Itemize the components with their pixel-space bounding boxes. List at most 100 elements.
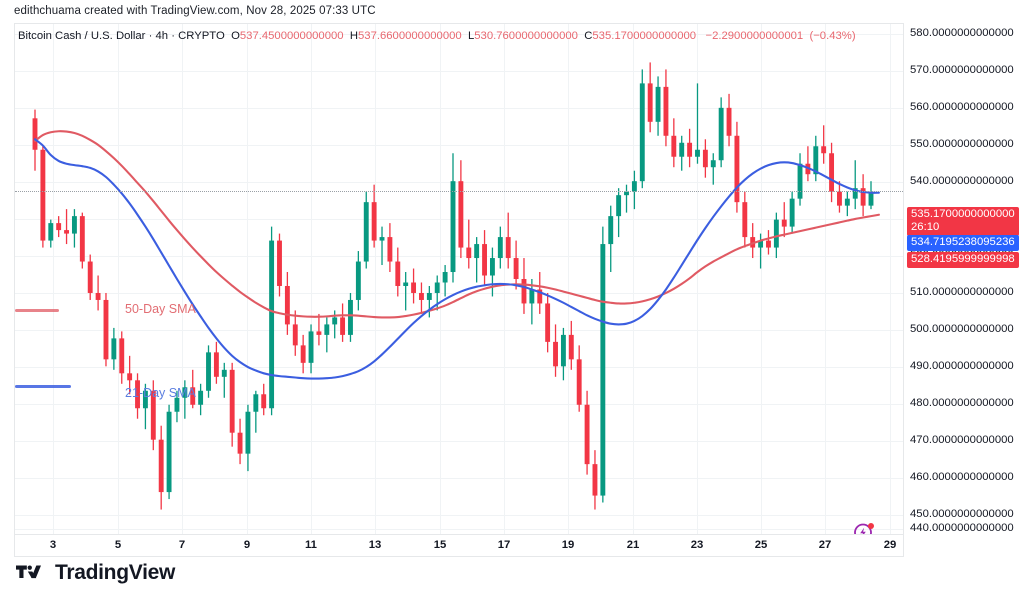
candle-body <box>742 202 748 238</box>
candle-body <box>560 334 566 367</box>
candle-body <box>529 289 535 304</box>
gridline-vertical <box>53 24 54 534</box>
candle-body <box>363 202 369 262</box>
time-axis-tick: 19 <box>561 539 575 551</box>
candle-body <box>316 331 322 335</box>
candle-body <box>292 324 298 346</box>
price-axis-tick: 550.0000000000000 <box>910 138 1014 150</box>
gridline-horizontal <box>15 367 903 368</box>
candle-body <box>695 149 700 157</box>
candle-body <box>158 439 164 493</box>
close-value: 535.1700000000000 <box>592 30 697 42</box>
candle-body <box>568 334 574 360</box>
change-value: −2.2900000000001 <box>705 30 804 42</box>
candle-body <box>379 237 385 241</box>
candle-body <box>395 261 401 286</box>
candle-body <box>821 146 827 154</box>
candle-body <box>166 411 172 493</box>
time-axis-tick: 11 <box>305 539 317 551</box>
price-badge-value: 534.7195238095236 <box>911 236 1015 248</box>
time-axis-tick: 9 <box>243 539 251 551</box>
candle-body <box>269 240 275 409</box>
price-axis-tick: 500.0000000000000 <box>910 323 1014 335</box>
price-axis-tick: 570.0000000000000 <box>910 64 1014 76</box>
price-axis-tick: 440.0000000000000 <box>910 522 1014 534</box>
candle-body <box>860 188 866 206</box>
candle-body <box>482 244 487 276</box>
candle-body <box>631 181 637 192</box>
change-percent: (−0.43%) <box>809 30 856 42</box>
candle-body <box>797 163 803 199</box>
candle-body <box>734 135 740 203</box>
candle-body <box>545 303 551 342</box>
price-axis-tick: 450.0000000000000 <box>910 508 1014 520</box>
candle-body <box>308 331 314 363</box>
candle-body <box>505 237 511 259</box>
sma21-legend-swatch <box>15 385 71 388</box>
candle-body <box>521 279 527 304</box>
candle-body <box>56 223 62 231</box>
candle-body <box>419 292 424 300</box>
legend-separator-1: · <box>145 30 156 42</box>
price-axis-tick: 540.0000000000000 <box>910 175 1014 187</box>
candle-body <box>182 387 188 398</box>
candle-body <box>474 244 480 259</box>
ohlc-legend[interactable]: Bitcoin Cash / U.S. Dollar · 4h · CRYPTO… <box>18 29 856 43</box>
open-label: O <box>231 30 240 42</box>
high-label: H <box>349 30 358 42</box>
gridline-horizontal <box>15 145 903 146</box>
candle-body <box>868 191 874 206</box>
candle-body <box>600 244 606 496</box>
gridline-horizontal <box>15 256 903 257</box>
attribution-text: edithchuama created with TradingView.com… <box>14 5 376 17</box>
candle-body <box>190 387 196 405</box>
chart-panel[interactable]: Bitcoin Cash / U.S. Dollar · 4h · CRYPTO… <box>14 23 904 535</box>
candle-body <box>206 352 211 391</box>
gridline-vertical <box>697 24 698 534</box>
candle-body <box>766 240 771 248</box>
candle-body <box>608 216 614 245</box>
candle-body <box>671 135 677 157</box>
time-scale[interactable]: 3 5 7 9 11 13 15 17 19 21 23 25 27 29 <box>14 535 904 557</box>
candle-body <box>79 216 85 262</box>
candle-body <box>813 146 819 175</box>
candle-body <box>300 345 306 363</box>
candle-body <box>837 191 842 206</box>
gridline-horizontal <box>15 404 903 405</box>
candle-body <box>253 394 259 412</box>
time-axis-tick: 7 <box>178 539 186 551</box>
gridline-horizontal <box>15 441 903 442</box>
candle-body <box>702 149 708 168</box>
price-scale[interactable]: 580.0000000000000 570.0000000000000 560.00… <box>904 23 1024 535</box>
price-axis-tick: 470.0000000000000 <box>910 434 1014 446</box>
symbol-name[interactable]: Bitcoin Cash / U.S. Dollar <box>18 30 146 42</box>
candle-body <box>261 394 267 409</box>
candle-body <box>221 369 227 377</box>
candle-body <box>537 289 543 304</box>
interval-label[interactable]: 4h <box>155 30 169 42</box>
sma50-price-badge[interactable]: 528.4195999999998 <box>907 252 1019 268</box>
price-axis-tick: 510.0000000000000 <box>910 286 1014 298</box>
candle-body <box>387 237 393 262</box>
candle-body <box>103 299 109 360</box>
candle-body <box>852 188 858 199</box>
gridline-vertical <box>825 24 826 534</box>
price-badge-countdown: 26:10 <box>911 221 940 233</box>
candle-body <box>284 285 290 325</box>
candle-body <box>726 107 732 136</box>
gridline-vertical <box>890 24 891 534</box>
sma21-price-badge[interactable]: 534.7195238095236 <box>907 235 1019 251</box>
last-price-badge[interactable]: 535.1700000000000 26:10 <box>907 207 1019 236</box>
lightning-bolt-icon[interactable] <box>853 521 875 534</box>
candle-body <box>789 198 795 227</box>
candle-body <box>639 83 645 182</box>
candle-body <box>489 258 495 276</box>
time-axis-tick: 17 <box>497 539 511 551</box>
time-axis-tick: 5 <box>114 539 122 551</box>
candle-body <box>32 118 38 150</box>
price-axis-tick: 490.0000000000000 <box>910 360 1014 372</box>
time-axis-tick: 25 <box>754 539 768 551</box>
candle-body <box>150 390 156 440</box>
time-axis-tick: 21 <box>626 539 640 551</box>
